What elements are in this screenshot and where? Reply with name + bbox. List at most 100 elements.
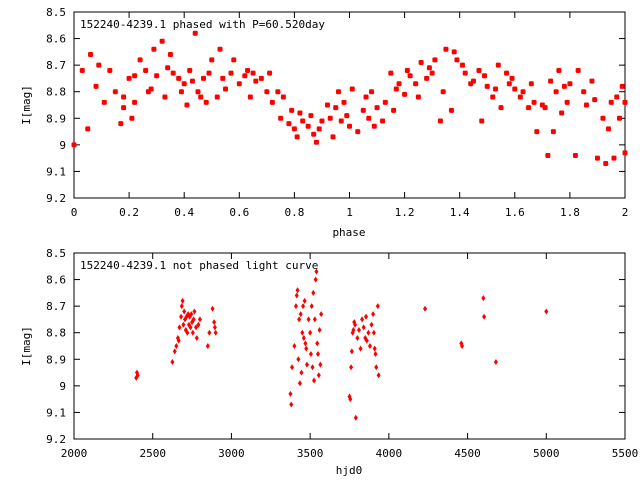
unphased-data-point xyxy=(299,369,304,376)
phased-data-point xyxy=(165,65,171,71)
phased-y-tick-label: 9.2 xyxy=(46,192,66,205)
unphased-data-point xyxy=(376,372,381,379)
phased-data-point xyxy=(619,83,625,89)
unphased-data-point xyxy=(177,324,182,331)
phased-data-point xyxy=(622,150,628,156)
phased-y-axis-label: I[mag] xyxy=(20,85,33,125)
phased-data-point xyxy=(611,155,617,161)
unphased-data-point xyxy=(351,327,356,334)
unphased-data-point xyxy=(212,324,217,331)
unphased-data-point xyxy=(196,321,201,328)
unphased-axis-ticks: 2000 2500 3000 3500 4000 4500 5000 5500 8.5 8.6 8.… xyxy=(46,247,638,460)
unphased-data-point xyxy=(315,340,320,347)
phased-data-point xyxy=(71,142,77,148)
phased-data-point xyxy=(93,83,99,89)
phased-y-tick-label: 9.1 xyxy=(46,165,66,178)
phased-data-point xyxy=(418,59,424,65)
unphased-x-axis-label: hjd0 xyxy=(336,464,363,477)
phased-x-tick-label: 1 xyxy=(346,206,353,219)
phased-data-point xyxy=(129,115,135,121)
phased-data-point xyxy=(575,67,581,73)
unphased-data-point xyxy=(318,361,323,368)
phased-data-point xyxy=(324,102,330,108)
phased-data-point xyxy=(200,75,206,81)
unphased-x-tick-label: 3000 xyxy=(218,447,245,460)
phased-data-point xyxy=(349,86,355,92)
unphased-plot-frame xyxy=(73,252,626,440)
phased-data-point xyxy=(289,107,295,113)
unphased-data-point xyxy=(302,297,307,304)
unphased-data-point xyxy=(207,329,212,336)
phased-data-point xyxy=(189,78,195,84)
phased-data-point xyxy=(567,81,573,87)
unphased-data-point xyxy=(303,340,308,347)
phased-data-point xyxy=(531,99,537,105)
phased-data-point xyxy=(253,78,259,84)
phased-data-point xyxy=(300,118,306,124)
phased-data-point xyxy=(278,115,284,121)
unphased-y-tick-label: 8.9 xyxy=(46,353,66,366)
unphased-y-tick-label: 8.7 xyxy=(46,300,66,313)
phased-data-point xyxy=(429,70,435,76)
unphased-data-point xyxy=(312,377,317,384)
phased-data-point xyxy=(404,67,410,73)
phased-data-point xyxy=(572,152,578,158)
phased-data-point xyxy=(564,99,570,105)
unphased-data-point xyxy=(213,329,218,336)
unphased-data-point xyxy=(355,335,360,342)
unphased-data-point xyxy=(309,303,314,310)
phased-data-point xyxy=(316,126,322,132)
unphased-y-axis-label: I[mag] xyxy=(20,326,33,366)
phased-data-point xyxy=(151,46,157,52)
phased-data-point xyxy=(517,94,523,100)
phased-data-point xyxy=(369,89,375,95)
phased-x-tick-label: 0.2 xyxy=(119,206,139,219)
unphased-data-point xyxy=(172,348,177,355)
phased-data-point xyxy=(448,107,454,113)
phased-data-point xyxy=(327,115,333,121)
unphased-data-point xyxy=(423,305,428,312)
phased-data-point xyxy=(338,118,344,124)
unphased-data-point xyxy=(375,303,380,310)
unphased-data-point xyxy=(366,329,371,336)
phased-data-point xyxy=(305,123,311,129)
phased-x-tick-label: 1.4 xyxy=(450,206,470,219)
unphased-data-point xyxy=(312,316,317,323)
unphased-data-point xyxy=(349,364,354,371)
phased-data-point xyxy=(608,99,614,105)
phased-data-point xyxy=(490,94,496,100)
phased-data-point xyxy=(223,86,229,92)
unphased-data-point xyxy=(190,329,195,336)
phased-y-tick-label: 9 xyxy=(59,139,66,152)
unphased-data-point xyxy=(293,303,298,310)
unphased-data-point xyxy=(181,321,186,328)
unphased-data-point xyxy=(170,358,175,365)
unphased-data-point xyxy=(306,316,311,323)
phased-data-point xyxy=(107,67,113,73)
unphased-data-point xyxy=(192,308,197,315)
unphased-data-point xyxy=(367,343,372,349)
phased-data-point xyxy=(493,86,499,92)
phased-data-point xyxy=(388,70,394,76)
unphased-data-point xyxy=(294,292,299,299)
unphased-data-point xyxy=(304,345,309,352)
phased-data-point xyxy=(170,70,176,76)
phased-data-point xyxy=(206,70,212,76)
phased-data-point xyxy=(286,121,292,127)
phased-data-point xyxy=(600,115,606,121)
unphased-x-tick-label: 4500 xyxy=(454,447,481,460)
unphased-data-point xyxy=(297,316,302,323)
phased-y-tick-label: 8.7 xyxy=(46,59,66,72)
phased-data-point xyxy=(594,155,600,161)
phased-data-point xyxy=(126,75,132,81)
phased-data-point xyxy=(154,73,160,79)
unphased-data-point xyxy=(308,329,313,336)
phased-data-point xyxy=(363,94,369,100)
phased-data-point xyxy=(470,78,476,84)
phased-data-point xyxy=(250,70,256,76)
phased-data-point xyxy=(330,134,336,140)
unphased-data-point xyxy=(313,276,318,283)
phased-data-point xyxy=(291,126,297,132)
phased-data-point xyxy=(85,126,91,132)
phased-data-point xyxy=(495,62,501,68)
